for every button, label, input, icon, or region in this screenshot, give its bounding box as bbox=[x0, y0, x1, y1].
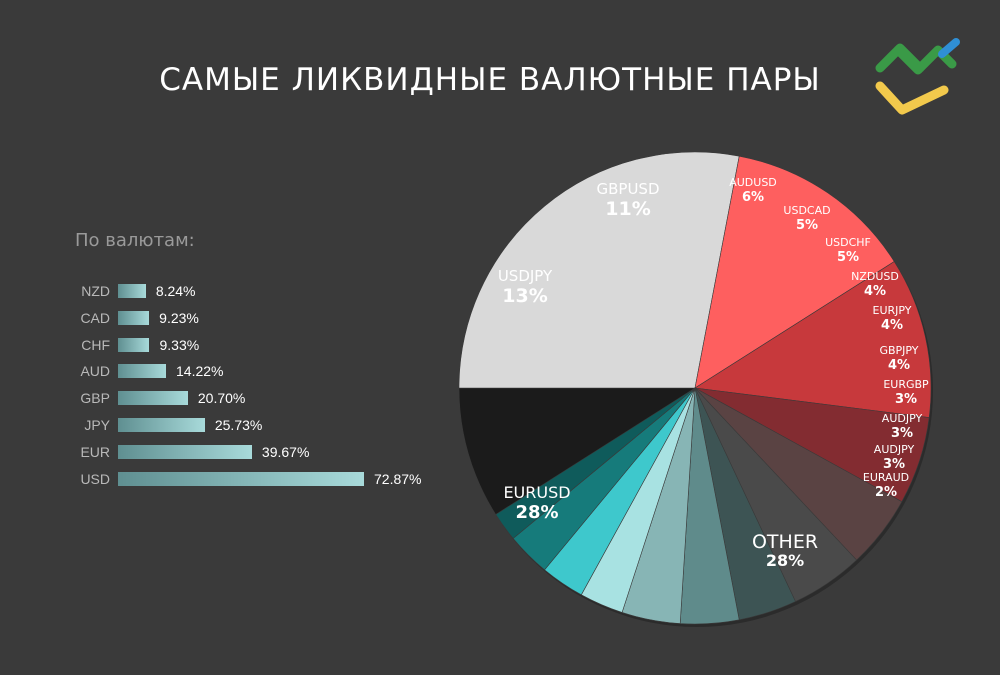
pie-slice-percent-label: 2% bbox=[875, 485, 897, 500]
pie-slice-name-label: USDCAD bbox=[783, 204, 830, 217]
bar-category-label: CAD bbox=[80, 309, 110, 326]
pie-slice-usdjpy bbox=[694, 155, 895, 389]
bar-chf bbox=[118, 337, 150, 352]
bar-row-cad: CAD 9.23% bbox=[70, 305, 364, 331]
pie-slice-percent-label: 4% bbox=[881, 318, 903, 333]
bar-row-jpy: JPY 25.73% bbox=[70, 412, 364, 438]
pie-slice-name-label: GBPJPY bbox=[879, 344, 918, 357]
bar-row-nzd: NZD 8.24% bbox=[70, 278, 364, 304]
bar-category-label: CHF bbox=[81, 336, 110, 353]
pie-slice-name-label: EURGBP bbox=[883, 378, 929, 391]
bar-row-usd: USD 72.87% bbox=[70, 466, 421, 492]
page-title: САМЫЕ ЛИКВИДНЫЕ ВАЛЮТНЫЕ ПАРЫ bbox=[159, 62, 821, 98]
bar-category-label: JPY bbox=[84, 417, 110, 433]
bar-usd bbox=[118, 471, 364, 486]
bar-category-label: AUD bbox=[80, 363, 110, 380]
pie-slice-name-label: EURJPY bbox=[873, 304, 912, 317]
pie-slice-percent-label: 28% bbox=[766, 551, 804, 570]
pie-slice-name-label: EURAUD bbox=[863, 471, 909, 484]
pie-slice-name-label: OTHER bbox=[752, 531, 818, 553]
bar-gbp bbox=[118, 391, 188, 406]
bar-eur bbox=[118, 444, 252, 459]
pie-slice-name-label: USDCHF bbox=[825, 236, 871, 249]
pie-slice-gbpusd bbox=[694, 261, 932, 418]
pie-slice-percent-label: 11% bbox=[605, 198, 650, 220]
bar-value-label: 14.22% bbox=[176, 363, 224, 380]
pie-slice-name-label: GBPUSD bbox=[596, 180, 659, 198]
pie-slice-percent-label: 4% bbox=[864, 284, 886, 299]
bar-aud bbox=[118, 364, 166, 379]
bar-category-label: EUR bbox=[80, 443, 110, 460]
bar-category-label: USD bbox=[80, 470, 110, 487]
bar-value-label: 8.24% bbox=[155, 283, 196, 299]
pie-slice-euraud bbox=[495, 387, 696, 539]
pie-slice-percent-label: 4% bbox=[888, 358, 910, 373]
bar-cad bbox=[118, 310, 150, 325]
bar-value-label: 20.70% bbox=[197, 390, 246, 407]
brand-logo-icon bbox=[872, 38, 962, 128]
pie-slice-eurusd bbox=[458, 151, 740, 389]
bar-row-eur: EUR 39.67% bbox=[70, 439, 364, 465]
pie-slice-percent-label: 5% bbox=[837, 250, 859, 265]
bar-row-aud: AUD 14.22% bbox=[70, 358, 364, 384]
pie-slice-name-label: AUDJPY bbox=[882, 412, 923, 425]
pie-slice-percent-label: 13% bbox=[502, 285, 547, 307]
bar-value-label: 9.33% bbox=[159, 336, 200, 353]
currency-pairs-pie-chart: OTHER 28% EURUSD 28% USDJPY 13% GBPUSD 11% AUDUS… bbox=[455, 150, 945, 640]
currency-bars-heading: По валютам: bbox=[75, 230, 195, 251]
bar-nzd bbox=[118, 284, 146, 298]
pie-slice-percent-label: 3% bbox=[883, 457, 905, 472]
pie-slice-percent-label: 28% bbox=[515, 502, 558, 523]
pie-slice-name-label: AUDJPY bbox=[874, 443, 915, 456]
pie-slice-percent-label: 3% bbox=[891, 426, 913, 441]
pie-slice-name-label: NZDUSD bbox=[851, 270, 899, 283]
bar-jpy bbox=[118, 418, 205, 432]
bar-value-label: 9.23% bbox=[159, 309, 199, 326]
bar-value-label: 39.67% bbox=[261, 443, 310, 460]
pie-svg: OTHER28%EURUSD28%USDJPY13%GBPUSD11%AUDUS… bbox=[458, 151, 933, 627]
bar-value-label: 25.73% bbox=[214, 417, 263, 433]
bar-category-label: NZD bbox=[81, 283, 110, 299]
pie-slice-name-label: USDJPY bbox=[498, 267, 553, 285]
pie-slice-name-label: EURUSD bbox=[503, 483, 570, 502]
bar-value-label: 72.87% bbox=[374, 470, 422, 487]
bar-category-label: GBP bbox=[80, 390, 110, 407]
pie-slice-percent-label: 3% bbox=[895, 392, 917, 407]
pie-slice-name-label: AUDUSD bbox=[729, 176, 777, 189]
bar-row-chf: CHF 9.33% bbox=[70, 332, 364, 358]
bar-row-gbp: GBP 20.70% bbox=[70, 385, 364, 411]
pie-slice-percent-label: 5% bbox=[796, 218, 818, 233]
pie-slice-percent-label: 6% bbox=[742, 190, 764, 205]
